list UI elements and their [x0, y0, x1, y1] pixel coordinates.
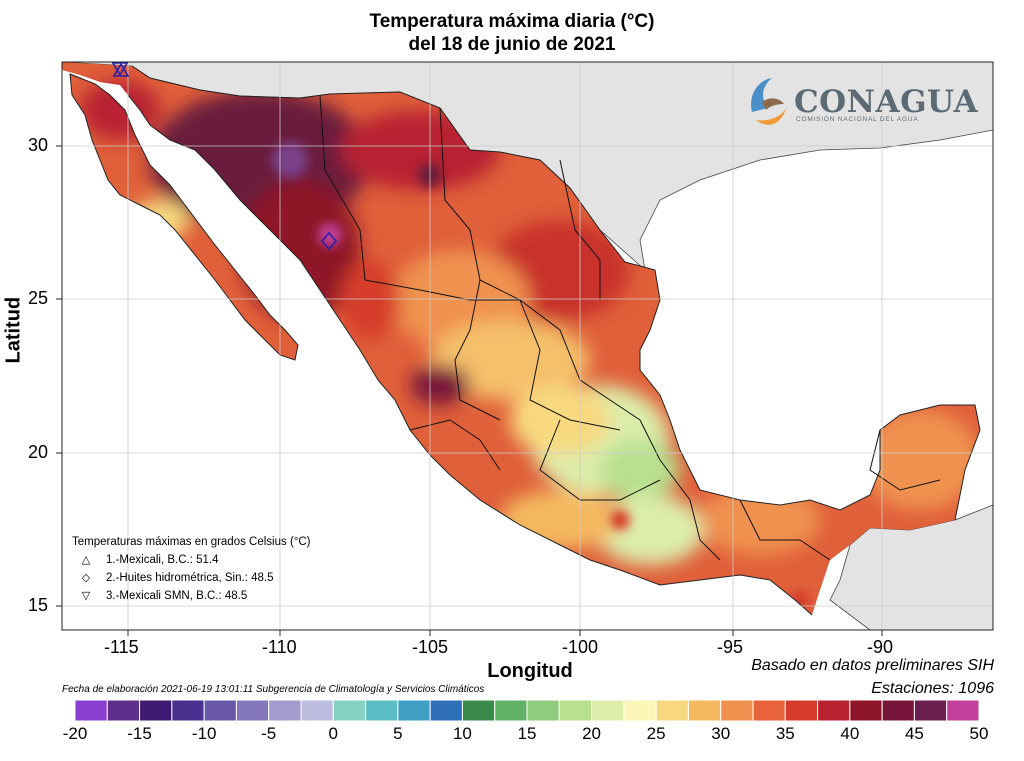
baja-california-outline — [69, 73, 299, 361]
conagua-logo-name: CONAGUA — [794, 84, 979, 120]
colorbar-tick-label: 50 — [969, 724, 989, 743]
legend-item-text: 1.-Mexicali, B.C.: 51.4 — [106, 554, 219, 566]
colorbar-swatch — [720, 699, 754, 722]
mexico-border — [131, 65, 981, 521]
colorbar-tick-label: 45 — [904, 724, 924, 743]
colorbar-swatch — [655, 699, 689, 722]
legend-item: ▽ 3.-Mexicali SMN, B.C.: 48.5 — [72, 587, 311, 605]
lon-tick: -105 — [412, 637, 449, 657]
map-border — [61, 61, 994, 631]
legend-item: △ 1.-Mexicali, B.C.: 51.4 — [72, 551, 311, 569]
data-source-note: Basado en datos preliminares SIH — [751, 657, 994, 674]
colorbar-tick-label: 5 — [393, 724, 403, 743]
colorbar-swatch — [171, 699, 205, 722]
triangle-down-icon: ▽ — [81, 590, 91, 602]
graticule — [62, 62, 993, 630]
colorbar-tick-label: -15 — [127, 724, 152, 743]
colorbar-swatch — [687, 699, 722, 722]
colorbar-tick-label: 35 — [775, 724, 795, 743]
colorbar-tick-label: 10 — [452, 724, 472, 743]
map-title-line2: del 18 de junio de 2021 — [408, 34, 616, 55]
legend-heading: Temperaturas máximas en grados Celsius (… — [72, 536, 311, 548]
colorbar-tick-label: 40 — [840, 724, 860, 743]
pacific-coastline — [127, 94, 813, 616]
conagua-logo-subtitle: COMISIÓN NACIONAL DEL AGUA — [796, 116, 919, 123]
colorbar-tick-label: -5 — [261, 724, 277, 743]
colorbar-swatch — [397, 699, 431, 722]
colorbar-swatch — [881, 699, 915, 722]
colorbar-tick-label: -20 — [62, 724, 88, 743]
colorbar-swatch — [494, 699, 528, 722]
colorbar-swatch — [913, 699, 948, 722]
colorbar-swatch — [591, 699, 625, 722]
colorbar-tick-label: 0 — [328, 724, 339, 743]
colorbar-swatch — [849, 699, 883, 722]
colorbar-swatch — [268, 699, 302, 722]
colorbar-swatch — [235, 699, 270, 722]
colorbar-swatch — [817, 699, 851, 722]
colorbar-swatch — [139, 699, 173, 722]
colorbar-swatch — [365, 699, 399, 722]
marker-mexicali-smn-triangle-down — [111, 62, 129, 77]
colorbar-swatch — [558, 699, 593, 722]
stations-count: Estaciones: 1096 — [871, 680, 994, 697]
lat-tick: 25 — [28, 288, 49, 308]
map-title-line1: Temperatura máxima diaria (°C) — [369, 11, 655, 32]
legend-item: ◇ 2.-Huites hidrométrica, Sin.: 48.5 — [72, 569, 311, 587]
diamond-icon: ◇ — [81, 572, 91, 584]
colorbar-tick-label: 15 — [517, 724, 537, 743]
colorbar-swatch — [74, 699, 108, 722]
colorbar-tick-label: 25 — [646, 724, 666, 743]
lon-tick: -90 — [867, 637, 894, 657]
marker-huites-diamond — [320, 231, 338, 251]
colorbar-swatch — [461, 699, 496, 722]
colorbar-swatch — [784, 699, 819, 722]
colorbar-swatch — [332, 699, 367, 722]
lon-tick: -100 — [562, 637, 599, 657]
colorbar-tick-label: 20 — [582, 724, 602, 743]
extremes-legend: Temperaturas máximas en grados Celsius (… — [72, 533, 311, 605]
lat-tick: 15 — [28, 595, 49, 615]
elaboration-date: Fecha de elaboración 2021-06-19 13:01:11… — [62, 684, 485, 695]
colorbar-swatch — [946, 699, 980, 722]
colorbar-swatch — [526, 699, 560, 722]
colorbar-swatch — [429, 699, 463, 722]
legend-item-text: 3.-Mexicali SMN, B.C.: 48.5 — [106, 590, 248, 602]
colorbar-tick-label: 30 — [711, 724, 731, 743]
x-axis-label: Longitud — [487, 660, 573, 682]
lon-tick: -110 — [262, 637, 297, 657]
lat-tick: 30 — [28, 135, 49, 155]
colorbar-swatch — [300, 699, 334, 722]
colorbar-swatch — [623, 699, 657, 722]
lat-tick: 20 — [28, 442, 49, 462]
triangle-up-icon: △ — [81, 554, 91, 566]
colorbar-swatch — [203, 699, 237, 722]
lon-tick: -115 — [104, 637, 139, 657]
lon-tick: -95 — [717, 637, 744, 657]
legend-item-text: 2.-Huites hidrométrica, Sin.: 48.5 — [106, 572, 274, 584]
colorbar-swatch — [752, 699, 786, 722]
colorbar-swatch — [106, 699, 141, 722]
conagua-logo-icon — [751, 78, 786, 125]
colorbar-tick-label: -10 — [191, 724, 217, 743]
